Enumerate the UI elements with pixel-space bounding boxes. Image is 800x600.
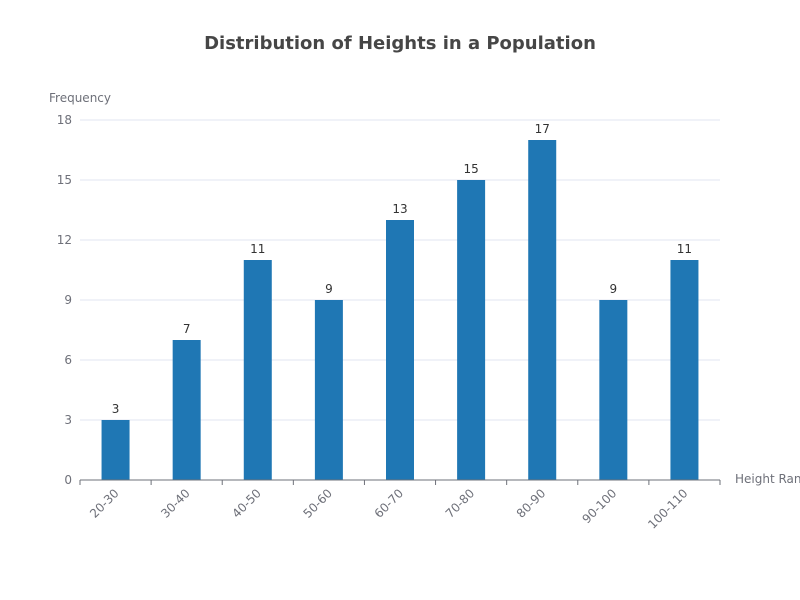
x-axis-label: Height Range	[735, 472, 800, 486]
y-tick-label: 18	[57, 113, 72, 127]
data-label: 7	[183, 322, 191, 336]
y-tick-label: 3	[64, 413, 72, 427]
data-labels: 3 7 11 9 13 15 17 9 11	[112, 122, 692, 416]
x-tick-label: 70-80	[443, 486, 478, 521]
x-tick-label: 80-90	[514, 486, 549, 521]
x-tick-label: 30-40	[158, 486, 193, 521]
data-label: 9	[610, 282, 618, 296]
bar-20-30[interactable]	[101, 420, 130, 480]
y-tick-label: 15	[57, 173, 72, 187]
bar-100-110[interactable]	[670, 260, 699, 480]
y-tick-label: 9	[64, 293, 72, 307]
bar-50-60[interactable]	[314, 300, 343, 480]
x-tick-label: 40-50	[229, 486, 264, 521]
bar-30-40[interactable]	[172, 340, 201, 480]
x-tick-label: 60-70	[372, 486, 407, 521]
x-tick-label: 50-60	[300, 486, 335, 521]
y-axis-ticks: 0 3 6 9 12 15 18	[57, 113, 72, 487]
data-label: 15	[463, 162, 478, 176]
x-axis: 20-30 30-40 40-50 50-60 60-70 70-80 80-90 90-10…	[79, 479, 721, 532]
data-label: 13	[392, 202, 407, 216]
bar-90-100[interactable]	[599, 300, 628, 480]
data-label: 9	[325, 282, 333, 296]
bar-60-70[interactable]	[386, 220, 414, 480]
bar-80-90[interactable]	[528, 140, 557, 480]
data-label: 11	[677, 242, 692, 256]
data-label: 3	[112, 402, 120, 416]
chart-title: Distribution of Heights in a Population	[204, 33, 596, 54]
x-tick-label: 90-100	[579, 486, 619, 526]
y-tick-label: 6	[64, 353, 72, 367]
y-tick-label: 12	[57, 233, 72, 247]
data-label: 11	[250, 242, 265, 256]
bars	[101, 140, 699, 480]
data-label: 17	[535, 122, 550, 136]
bar-40-50[interactable]	[243, 260, 272, 480]
bar-70-80[interactable]	[457, 180, 486, 480]
x-tick-label: 20-30	[87, 486, 122, 521]
y-axis-label: Frequency	[49, 91, 111, 105]
y-tick-label: 0	[64, 473, 72, 487]
x-tick-label: 100-110	[645, 486, 690, 531]
